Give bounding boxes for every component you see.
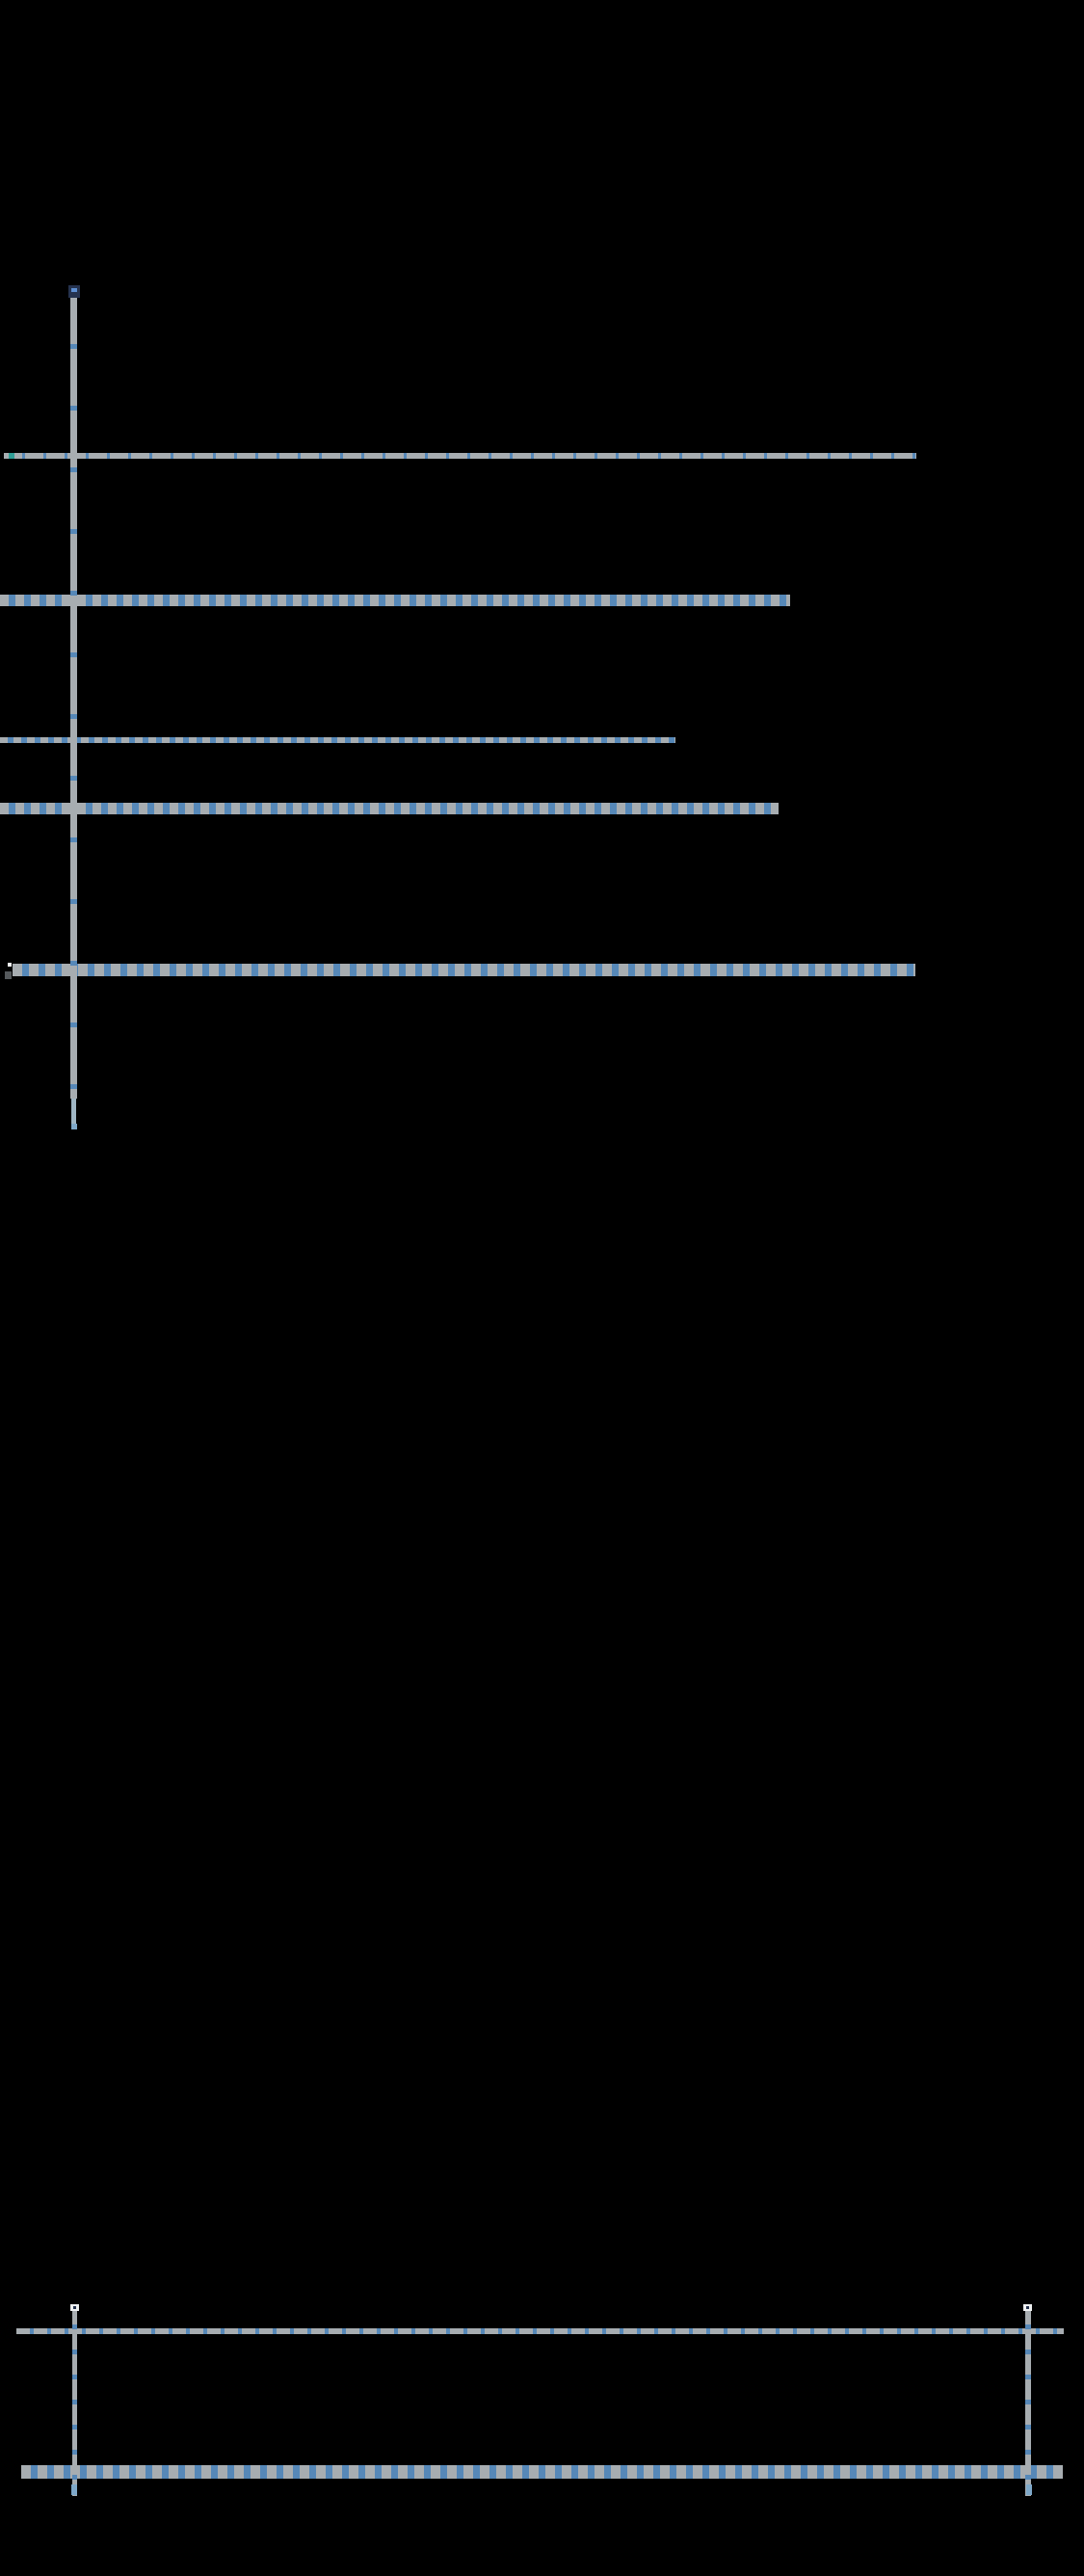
list-bullet-white-speck <box>8 963 12 967</box>
list-bullet-dark-block <box>5 971 12 979</box>
left-rule-tip-speck <box>71 1124 77 1129</box>
micro-links-row-2[interactable] <box>0 803 779 814</box>
micro-text-row-1 <box>4 453 916 459</box>
micro-links-row-3[interactable] <box>13 964 915 976</box>
footer-right-below-glyph <box>1026 2484 1032 2495</box>
footer-right-tick <box>1025 2304 1031 2496</box>
left-vertical-rule <box>70 287 77 1099</box>
micro-links-row-1[interactable] <box>0 595 790 606</box>
footer-links-row[interactable] <box>21 2465 1063 2479</box>
footer-left-tick-cap-dot <box>73 2306 76 2309</box>
footer-left-tick <box>72 2304 77 2496</box>
micro-dotted-row[interactable] <box>0 737 675 743</box>
favicon-glyph <box>71 288 77 292</box>
footer-left-below-glyph <box>71 2484 77 2495</box>
footer-micro-text-row <box>16 2328 1064 2334</box>
footer-right-tick-cap-dot <box>1026 2306 1029 2309</box>
left-vertical-rule-tail <box>71 1099 76 1128</box>
teal-speck <box>9 453 14 459</box>
